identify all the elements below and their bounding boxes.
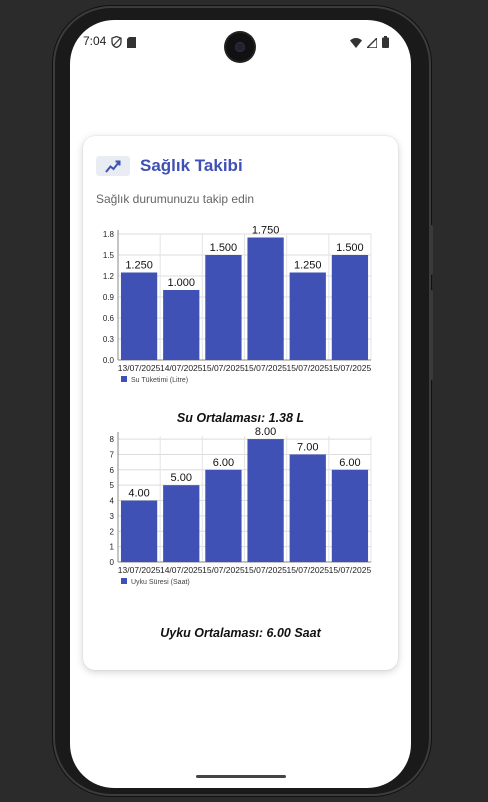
screen: 7:04 <box>70 20 411 788</box>
bar <box>331 255 369 360</box>
y-tick-label: 4 <box>110 497 115 506</box>
bar-value-label: 1.250 <box>125 260 153 272</box>
x-tick-label: 13/07/2025 <box>118 363 161 373</box>
status-time: 7:04 <box>83 34 107 48</box>
wifi-icon <box>350 35 362 53</box>
bar <box>247 237 284 360</box>
bar <box>289 454 326 562</box>
x-tick-label: 14/07/2025 <box>160 565 203 575</box>
bar <box>120 272 158 360</box>
x-tick-label: 15/07/2025 <box>286 565 329 575</box>
y-tick-label: 3 <box>110 512 115 521</box>
bar-value-label: 5.00 <box>171 472 192 484</box>
y-tick-label: 1.5 <box>103 251 115 260</box>
front-camera <box>226 33 254 61</box>
bar-value-label: 6.00 <box>339 457 360 469</box>
water-average: Su Ortalaması: 1.38 L <box>176 411 305 425</box>
y-tick-label: 6 <box>110 466 115 475</box>
x-tick-label: 15/07/2025 <box>244 363 287 373</box>
card-title: Sağlık Takibi <box>140 156 243 175</box>
x-tick-label: 15/07/2025 <box>244 565 287 575</box>
shield-icon <box>111 35 122 53</box>
y-tick-label: 0.0 <box>103 356 115 365</box>
health-card: Sağlık Takibi Sağlık durumunuzu takip ed… <box>83 136 398 670</box>
x-tick-label: 15/07/2025 <box>329 363 372 373</box>
bar-value-label: 4.00 <box>128 488 149 500</box>
sleep-average: Uyku Ortalaması: 6.00 Saat <box>160 626 321 640</box>
bar-value-label: 1.750 <box>252 225 280 237</box>
y-tick-label: 1.8 <box>103 230 115 239</box>
signal-icon <box>365 35 378 53</box>
bar <box>289 272 326 360</box>
x-tick-label: 15/07/2025 <box>202 363 245 373</box>
bar-value-label: 6.00 <box>213 457 234 469</box>
trending-up-icon <box>96 156 130 176</box>
y-tick-label: 1.2 <box>103 272 115 281</box>
bar-value-label: 1.500 <box>336 242 364 254</box>
x-tick-label: 13/07/2025 <box>118 565 161 575</box>
y-tick-label: 1 <box>110 543 115 552</box>
legend-label: Uyku Süresi (Saat) <box>131 579 190 586</box>
x-tick-label: 15/07/2025 <box>202 565 245 575</box>
x-tick-label: 14/07/2025 <box>160 363 203 373</box>
card-header: Sağlık Takibi <box>96 156 243 176</box>
volume-button <box>429 290 433 380</box>
bar-value-label: 7.00 <box>297 441 318 453</box>
x-tick-label: 15/07/2025 <box>286 363 329 373</box>
bar-chart-svg: 0.0 0.3 0.6 0.9 1.2 1.5 1.8 1.250 13/07/2025 1.00… <box>103 225 372 384</box>
bar-value-label: 8.00 <box>255 426 276 438</box>
bar <box>163 485 200 562</box>
bar <box>205 255 242 360</box>
y-tick-label: 0 <box>110 558 115 567</box>
bar-chart-svg: 0 1 2 3 4 5 6 7 8 4.00 13/07/2025 5.00 14/07/2025 6.0… <box>110 426 372 586</box>
bar-value-label: 1.500 <box>210 242 238 254</box>
legend-label: Su Tüketimi (Litre) <box>131 377 188 384</box>
y-tick-label: 7 <box>110 450 115 459</box>
y-tick-label: 0.3 <box>103 335 115 344</box>
bar <box>331 469 369 562</box>
bar <box>205 469 242 562</box>
y-tick-label: 5 <box>110 481 115 490</box>
legend-swatch <box>121 376 127 382</box>
x-tick-label: 15/07/2025 <box>329 565 372 575</box>
legend-swatch <box>121 578 127 584</box>
y-tick-label: 0.9 <box>103 293 115 302</box>
bar <box>120 500 158 562</box>
status-bar: 7:04 <box>70 20 411 61</box>
y-tick-label: 0.6 <box>103 314 115 323</box>
bar <box>163 290 200 360</box>
home-indicator <box>196 775 286 778</box>
sd-card-icon <box>127 35 136 53</box>
power-button <box>429 225 433 275</box>
sleep-chart: 0 1 2 3 4 5 6 7 8 4.00 13/07/2025 5.00 14/07/2025 6.0… <box>83 426 398 596</box>
water-chart: 0.0 0.3 0.6 0.9 1.2 1.5 1.8 1.250 13/07/2025 1.00… <box>83 224 398 394</box>
bar <box>247 439 284 562</box>
bar-value-label: 1.000 <box>167 277 195 289</box>
y-tick-label: 8 <box>110 435 115 444</box>
bar-value-label: 1.250 <box>294 260 322 272</box>
card-subtitle: Sağlık durumunuzu takip edin <box>96 192 255 206</box>
battery-icon <box>382 35 389 53</box>
y-tick-label: 2 <box>110 527 115 536</box>
